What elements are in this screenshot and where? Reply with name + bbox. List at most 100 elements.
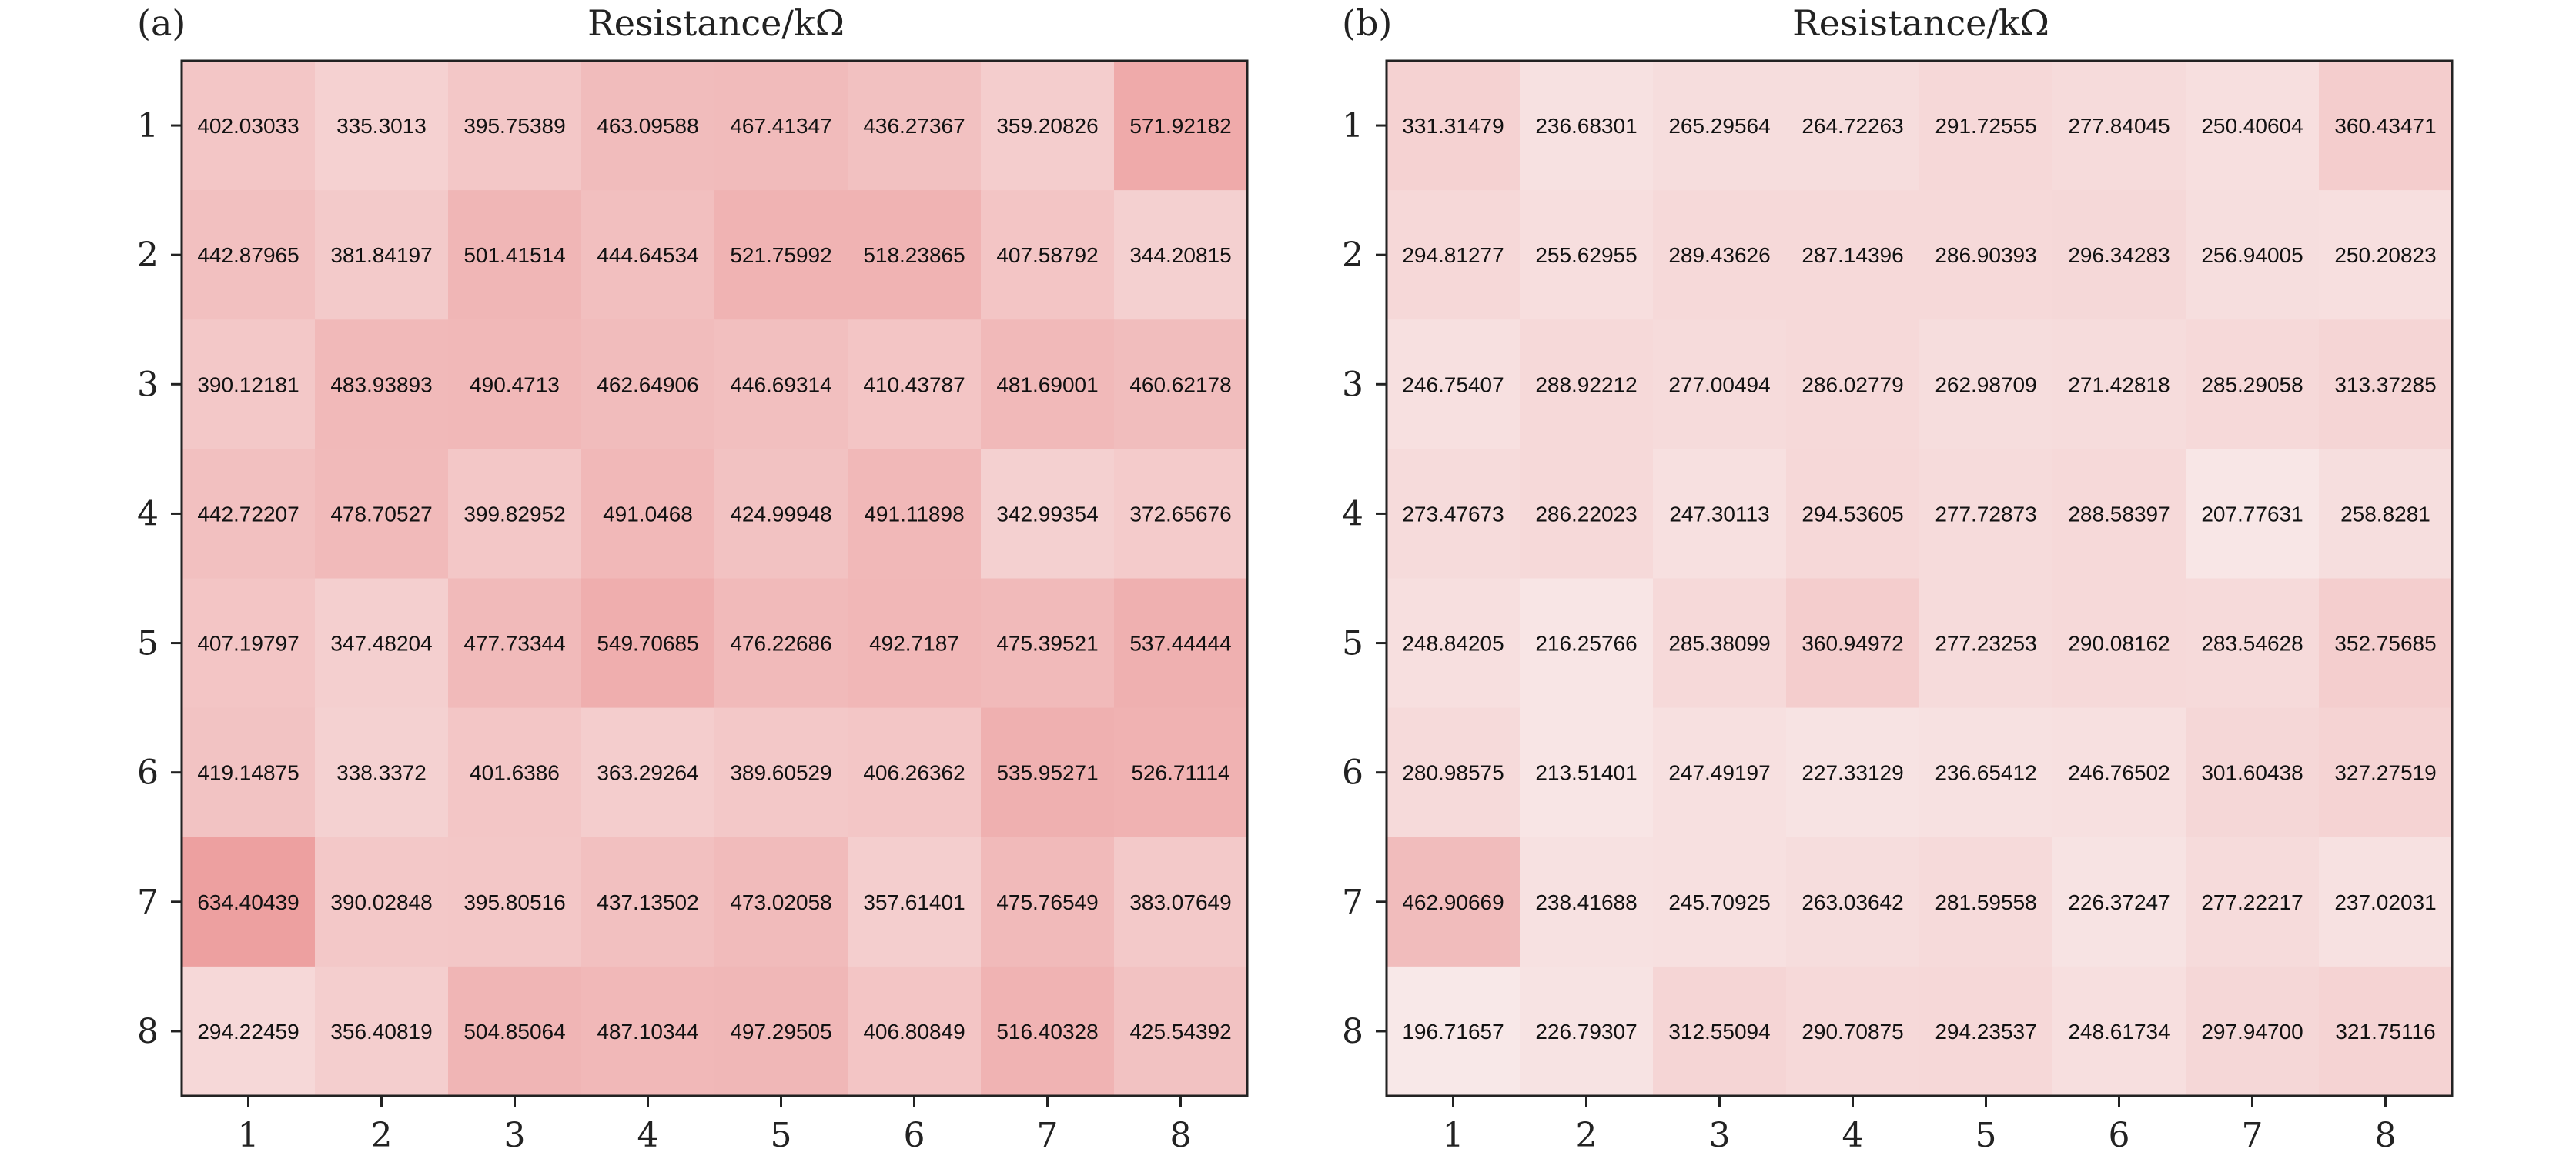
heatmap-cell — [981, 966, 1115, 1097]
heatmap-cell — [315, 578, 449, 709]
cell-value-label: 291.72555 — [1935, 114, 2036, 138]
heatmap-cell — [1387, 61, 1521, 191]
heatmap-cell — [315, 837, 449, 967]
heatmap-cell — [848, 578, 982, 709]
heatmap-cell — [1653, 61, 1787, 191]
cell-value-label: 537.44444 — [1129, 632, 1231, 656]
y-tick-label: 3 — [1342, 365, 1363, 404]
heatmap-cell — [182, 61, 316, 191]
cell-value-label: 207.77631 — [2201, 502, 2303, 526]
cell-value-label: 287.14396 — [1802, 243, 1903, 267]
heatmap-cell — [1653, 837, 1787, 967]
cell-value-label: 271.42818 — [2068, 372, 2170, 396]
heatmap-panel-b: (b) Resistance/kΩ 331.31479 236.68301 265.… — [1342, 2, 2454, 1155]
cell-value-label: 263.03642 — [1802, 890, 1903, 914]
cell-value-label: 250.20823 — [2334, 243, 2436, 267]
heatmap-cell — [315, 61, 449, 191]
cell-value-label: 424.99948 — [730, 502, 831, 526]
panel-b-title: Resistance/kΩ — [1792, 2, 2049, 44]
heatmap-cell — [2319, 319, 2453, 449]
cell-value-label: 521.75992 — [730, 243, 831, 267]
heatmap-cell — [1919, 61, 2053, 191]
x-tick-label: 5 — [1975, 1116, 1997, 1155]
heatmap-cell — [981, 190, 1115, 320]
heatmap-cell — [714, 449, 848, 580]
cell-value-label: 357.61401 — [863, 890, 965, 914]
cell-value-label: 419.14875 — [197, 761, 299, 785]
cell-value-label: 288.92212 — [1535, 372, 1637, 396]
heatmap-cell — [1520, 190, 1654, 320]
heatmap-cell — [581, 578, 715, 709]
heatmap-cell — [1387, 190, 1521, 320]
cell-value-label: 383.07649 — [1129, 890, 1231, 914]
cell-value-label: 571.92182 — [1129, 114, 1231, 138]
cell-value-label: 535.95271 — [996, 761, 1098, 785]
cell-value-label: 289.43626 — [1668, 243, 1770, 267]
heatmap-cell — [714, 837, 848, 967]
cell-value-label: 277.72873 — [1935, 502, 2036, 526]
heatmap-cell — [714, 578, 848, 709]
cell-value-label: 395.75389 — [463, 114, 565, 138]
heatmap-cell — [1387, 837, 1521, 967]
cell-value-label: 347.48204 — [330, 632, 432, 656]
cell-value-label: 490.4713 — [470, 372, 560, 396]
heatmap-cell — [714, 190, 848, 320]
heatmap-cell — [714, 966, 848, 1097]
y-tick-label: 7 — [1342, 883, 1363, 922]
cell-value-label: 245.70925 — [1668, 890, 1770, 914]
y-tick-label: 5 — [137, 624, 159, 663]
heatmap-cell — [2052, 449, 2186, 580]
heatmap-cell — [1653, 966, 1787, 1097]
x-tick-label: 1 — [1443, 1116, 1464, 1155]
x-tick-label: 4 — [1842, 1116, 1864, 1155]
heatmap-cell — [448, 190, 582, 320]
x-tick-label: 6 — [904, 1116, 925, 1155]
panel-a-title: Resistance/kΩ — [587, 2, 845, 44]
cell-value-label: 504.85064 — [463, 1020, 565, 1044]
cell-value-label: 294.81277 — [1402, 243, 1504, 267]
cell-value-label: 518.23865 — [863, 243, 965, 267]
cell-value-label: 476.22686 — [730, 632, 831, 656]
heatmap-cell — [2186, 190, 2320, 320]
cell-value-label: 247.49197 — [1668, 761, 1770, 785]
heatmap-cell — [182, 966, 316, 1097]
cell-value-label: 444.64534 — [597, 243, 698, 267]
heatmap-cell — [848, 449, 982, 580]
cell-value-label: 437.13502 — [597, 890, 698, 914]
heatmap-cell — [2052, 190, 2186, 320]
cell-value-label: 360.94972 — [1802, 632, 1903, 656]
cell-value-label: 395.80516 — [463, 890, 565, 914]
cell-value-label: 372.65676 — [1129, 502, 1231, 526]
heatmap-cell — [1786, 190, 1920, 320]
heatmap-cell — [315, 190, 449, 320]
cell-value-label: 246.75407 — [1402, 372, 1504, 396]
heatmap-panel-a: (a) Resistance/kΩ 402.03033 335.3013 395.7… — [137, 2, 1249, 1155]
x-tick-label: 2 — [371, 1116, 393, 1155]
cell-value-label: 399.82952 — [463, 502, 565, 526]
cell-value-label: 236.65412 — [1935, 761, 2036, 785]
cell-value-label: 277.22217 — [2201, 890, 2303, 914]
heatmap-cell — [448, 449, 582, 580]
cell-value-label: 390.02848 — [330, 890, 432, 914]
heatmap-cell — [1919, 190, 2053, 320]
cell-value-label: 446.69314 — [730, 372, 831, 396]
heatmap-cell — [1786, 966, 1920, 1097]
cell-value-label: 492.7187 — [869, 632, 959, 656]
x-tick-label: 4 — [637, 1116, 659, 1155]
heatmap-cell — [1520, 319, 1654, 449]
cell-value-label: 313.37285 — [2334, 372, 2436, 396]
heatmap-cell — [981, 707, 1115, 838]
heatmap-cell — [1387, 319, 1521, 449]
heatmap-cell — [182, 449, 316, 580]
heatmap-cell — [1919, 707, 2053, 838]
heatmap-cell — [981, 319, 1115, 449]
heatmap-cell — [581, 319, 715, 449]
cell-value-label: 312.55094 — [1668, 1020, 1770, 1044]
heatmap-cell — [448, 578, 582, 709]
heatmap-cell — [1520, 837, 1654, 967]
cell-value-label: 277.00494 — [1668, 372, 1770, 396]
heatmap-cell — [448, 61, 582, 191]
cell-value-label: 634.40439 — [197, 890, 299, 914]
heatmap-cell — [1114, 707, 1248, 838]
